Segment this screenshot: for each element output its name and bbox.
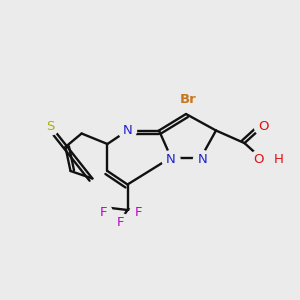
Circle shape (270, 151, 288, 169)
Text: F: F (117, 216, 125, 229)
Text: O: O (254, 153, 264, 166)
Text: O: O (258, 120, 269, 133)
Circle shape (179, 91, 197, 109)
Circle shape (250, 151, 268, 169)
Text: Br: Br (180, 93, 197, 106)
Text: F: F (135, 206, 142, 220)
Circle shape (254, 118, 272, 136)
Circle shape (194, 151, 211, 169)
Text: S: S (46, 119, 55, 133)
Text: N: N (123, 124, 132, 137)
Circle shape (112, 214, 130, 232)
Circle shape (176, 88, 200, 112)
Circle shape (130, 204, 148, 222)
Circle shape (41, 117, 59, 135)
Text: N: N (166, 153, 176, 166)
Circle shape (94, 204, 112, 222)
Text: N: N (198, 153, 207, 166)
Circle shape (118, 122, 136, 140)
Text: H: H (274, 153, 284, 166)
Circle shape (162, 151, 180, 169)
Text: F: F (100, 206, 107, 220)
